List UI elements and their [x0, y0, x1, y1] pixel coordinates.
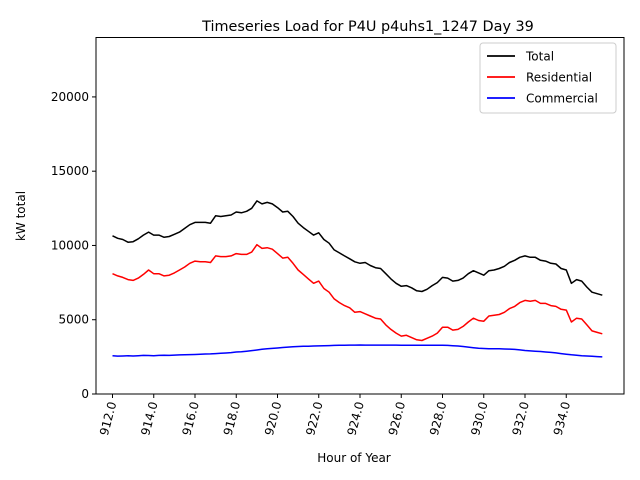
legend: Total Residential Commercial	[479, 42, 617, 114]
chart-title: Timeseries Load for P4U p4uhs1_1247 Day …	[201, 19, 534, 35]
y-tick-label: 15000	[51, 164, 89, 178]
series-lines	[112, 200, 603, 358]
x-tick-label: 932.0	[509, 400, 531, 437]
y-axis-label: kW total	[14, 191, 28, 241]
y-tick-label: 10000	[51, 238, 89, 252]
x-axis-label: Hour of Year	[317, 451, 391, 465]
legend-box	[479, 42, 617, 114]
x-tick-label: 922.0	[303, 400, 325, 437]
legend-label-commercial: Commercial	[526, 92, 598, 106]
y-tick-label: 5000	[58, 313, 89, 327]
x-tick-label: 912.0	[97, 400, 119, 437]
x-tick-label: 924.0	[344, 400, 366, 437]
x-tick-label: 916.0	[179, 400, 201, 437]
series-line-residential	[112, 243, 603, 342]
series-line-commercial	[112, 344, 603, 358]
y-tick-label: 20000	[51, 90, 89, 104]
x-tick-label: 914.0	[138, 400, 160, 437]
series-line-total	[112, 200, 603, 296]
x-tick-label: 926.0	[386, 400, 408, 437]
plot-frame	[95, 37, 625, 395]
x-tick-label: 930.0	[468, 400, 490, 437]
x-axis-ticks: 912.0 914.0 916.0 918.0 920.0 922.0 924.0 926.0…	[97, 394, 573, 437]
x-tick-label: 918.0	[221, 400, 243, 437]
legend-label-residential: Residential	[526, 71, 592, 85]
legend-label-total: Total	[525, 50, 554, 64]
y-axis-ticks: 0 5000 10000 15000 20000	[51, 90, 96, 401]
x-tick-label: 920.0	[262, 400, 284, 437]
y-tick-label: 0	[81, 387, 89, 401]
x-tick-label: 934.0	[551, 400, 573, 437]
x-tick-label: 928.0	[427, 400, 449, 437]
